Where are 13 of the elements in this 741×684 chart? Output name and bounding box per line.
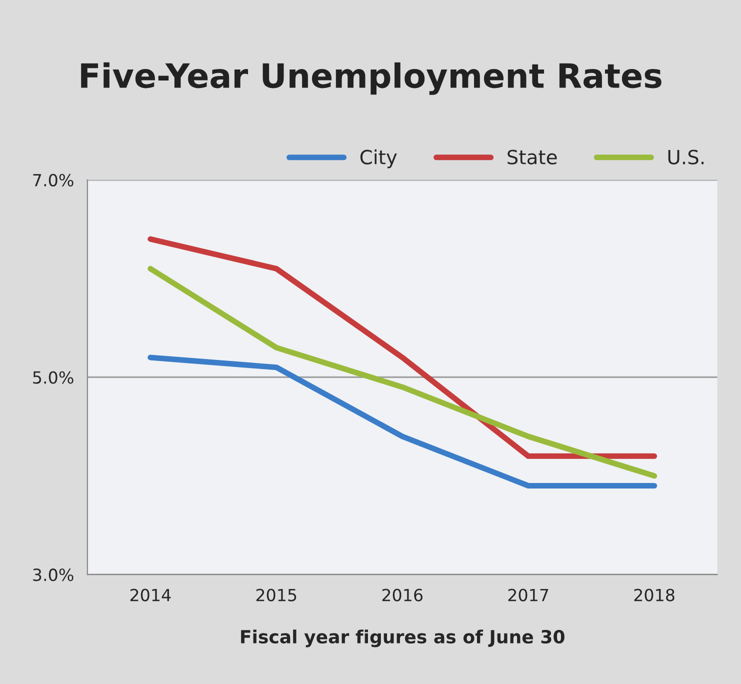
x-tick-label: 2014 [130, 588, 171, 602]
x-tick-label: 2016 [382, 588, 423, 602]
x-tick-label: 2017 [508, 588, 548, 602]
y-tick-label: 3.0% [33, 568, 74, 582]
x-tick-label: 2015 [256, 588, 296, 602]
y-tick-label: 5.0% [33, 371, 74, 384]
x-tick-label: 2018 [634, 588, 674, 602]
legend-label: U.S. [668, 150, 704, 164]
legend-label: State [508, 150, 557, 164]
chart-title: Five-Year Unemployment Rates [81, 62, 662, 95]
y-tick-label: 7.0% [33, 174, 74, 186]
x-axis-title: Fiscal year figures as of June 30 [241, 630, 564, 648]
legend-label: City [360, 149, 397, 168]
